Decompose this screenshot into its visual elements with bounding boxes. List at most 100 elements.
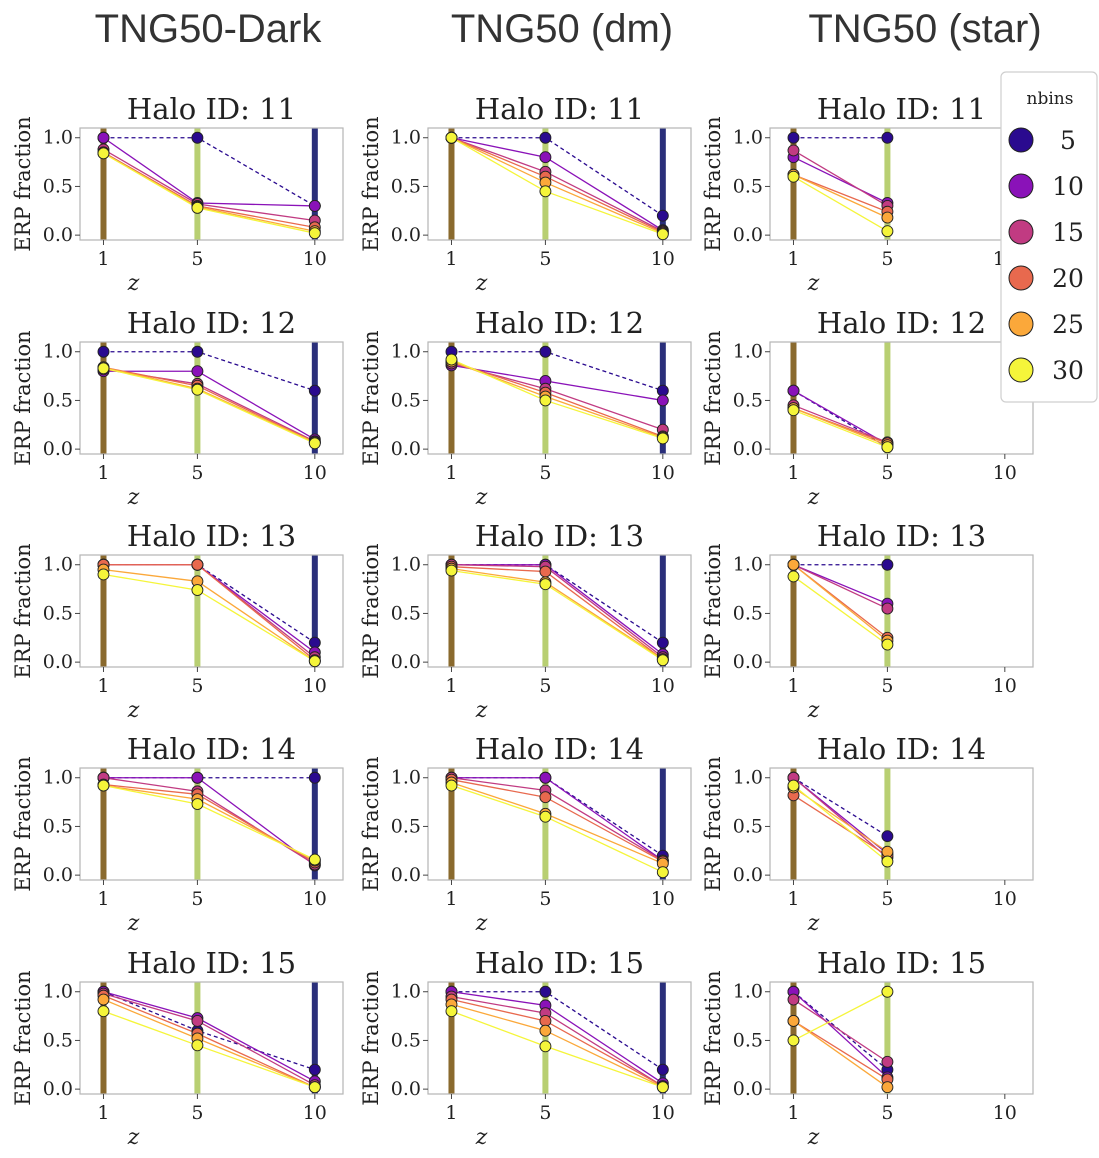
y-tick-label: 0.5 [391,175,421,197]
series-line-nbins-30 [793,409,888,448]
axes-frame [769,554,1034,668]
y-tick-label: 1.0 [733,767,763,789]
series-line-nbins-15 [793,564,888,610]
series-line-nbins-25 [103,568,316,662]
series-line-nbins-25 [103,784,316,862]
panel-title: Halo ID: 15 [475,946,644,980]
panel-title: Halo ID: 13 [817,519,986,553]
y-tick-label: 0.0 [43,438,73,460]
y-tick-label: 1.0 [733,341,763,363]
point-nbins-5 [191,131,204,144]
point-nbins-10 [539,771,552,784]
band-z1 [100,342,107,454]
legend-label-nbins-30: 30 [1052,356,1084,385]
x-tick-label: 5 [881,888,893,910]
point-nbins-10 [656,394,669,407]
band-z10 [311,982,318,1094]
y-axis-label: ERP fraction [11,116,35,251]
point-nbins-30 [787,1034,800,1047]
y-axis-label: ERP fraction [11,543,35,678]
x-tick-label: 10 [993,675,1017,697]
x-tick-label: 10 [993,888,1017,910]
band-z1 [100,555,107,667]
y-tick-label: 1.0 [43,767,73,789]
panel-3: Halo ID: 13 0.0 0.5 1.0 1 5 10 z ERP fraction [11,519,344,723]
point-nbins-30 [787,404,800,417]
point-nbins-30 [308,655,321,668]
x-tick-label: 5 [539,888,551,910]
point-nbins-30 [539,1040,552,1053]
panel-10: Halo ID: 15 0.0 0.5 1.0 1 5 10 z ERP fraction [359,946,692,1150]
band-z5 [542,555,549,667]
y-axis-label: ERP fraction [359,330,383,465]
x-tick-label: 10 [993,1102,1017,1124]
legend-marker-nbins-10 [1008,173,1034,199]
y-axis-label: ERP fraction [701,970,725,1105]
x-tick-label: 1 [97,888,109,910]
x-axis-label: z [807,271,820,296]
x-tick-label: 5 [881,1102,893,1124]
point-nbins-30 [881,638,894,651]
legend-label-nbins-10: 10 [1052,172,1084,201]
x-axis-label: z [127,911,140,936]
column-title-2: TNG50 (dm) [451,7,673,51]
x-tick-label: 10 [651,888,675,910]
legend-label-nbins-25: 25 [1052,310,1084,339]
series-line-nbins-10 [451,991,664,1084]
band-z1 [100,982,107,1094]
legend-marker-nbins-15 [1008,219,1034,245]
point-nbins-30 [539,578,552,591]
series-line-nbins-10 [451,564,664,655]
y-tick-label: 1.0 [391,127,421,149]
x-tick-label: 1 [97,462,109,484]
series-line-nbins-10 [451,364,663,402]
point-nbins-30 [881,225,894,238]
y-tick-label: 0.5 [733,389,763,411]
series-line-nbins-25 [451,137,664,234]
y-tick-label: 0.0 [391,438,421,460]
column-title-1: TNG50-Dark [95,7,323,51]
band-z10 [311,342,318,454]
x-axis-label: z [475,1125,488,1150]
band-z5 [194,555,201,667]
series-line-nbins-10 [451,137,664,231]
axes-frame [427,981,692,1095]
band-z10 [311,128,318,240]
point-nbins-30 [656,228,669,241]
point-nbins-15 [787,993,800,1006]
y-tick-label: 0.0 [733,864,763,886]
panel-1: Halo ID: 11 0.0 0.5 1.0 1 5 10 z ERP fraction [11,92,344,296]
y-tick-label: 0.5 [43,175,73,197]
point-nbins-30 [191,201,204,214]
x-tick-label: 10 [651,1102,675,1124]
legend-label-nbins-15: 15 [1052,218,1084,247]
y-axis-label: ERP fraction [359,756,383,891]
y-tick-label: 0.0 [733,651,763,673]
y-axis-label: ERP fraction [701,756,725,891]
series-line-nbins-20 [103,783,316,864]
panel-9: Halo ID: 14 0.0 0.5 1.0 1 5 10 z ERP fraction [359,732,692,936]
y-tick-label: 0.0 [43,1078,73,1100]
band-z1 [100,128,107,240]
point-nbins-30 [787,779,800,792]
point-nbins-5 [881,558,894,571]
series-line-nbins-20 [451,137,664,233]
band-z5 [884,768,891,880]
y-tick-label: 0.5 [391,389,421,411]
x-tick-label: 1 [787,675,799,697]
y-tick-label: 1.0 [391,554,421,576]
series-line-nbins-15 [793,777,888,859]
point-nbins-10 [191,771,204,784]
point-nbins-25 [881,211,894,224]
point-nbins-30 [881,441,894,454]
x-tick-label: 10 [303,1102,327,1124]
point-nbins-5 [787,131,800,144]
y-tick-label: 0.5 [43,1029,73,1051]
x-tick-label: 10 [303,675,327,697]
x-tick-label: 1 [445,248,457,270]
y-axis-label: ERP fraction [701,116,725,251]
x-tick-label: 10 [651,675,675,697]
y-tick-label: 0.5 [391,602,421,624]
panel-2: Halo ID: 12 0.0 0.5 1.0 1 5 10 z ERP fraction [11,306,344,510]
